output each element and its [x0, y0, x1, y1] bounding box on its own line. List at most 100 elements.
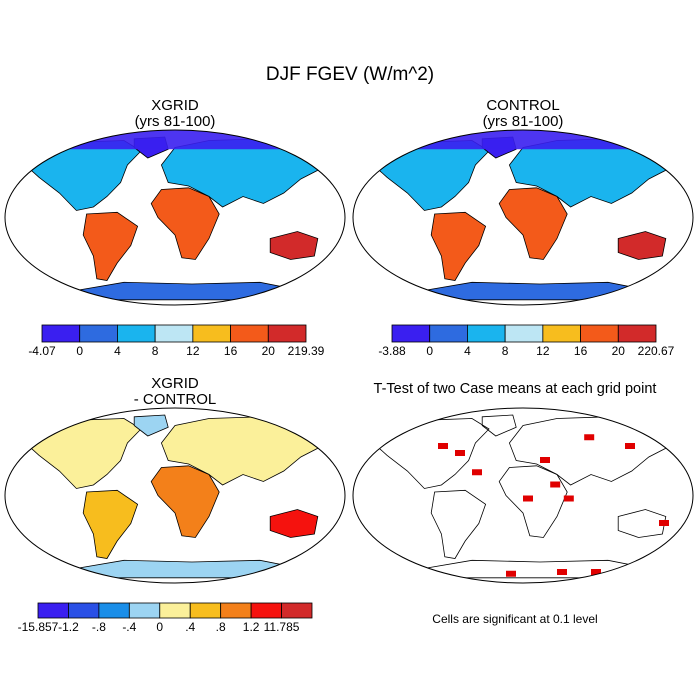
continent-north-america: [24, 140, 142, 211]
colorbar-swatch: [250, 602, 282, 619]
map-boundary: [352, 129, 694, 306]
map-boundary: [4, 129, 346, 306]
colorbar-swatch: [429, 324, 468, 343]
map-panel-1: [4, 129, 346, 306]
map-panel-3: [4, 407, 346, 584]
continent-europe-asia: [508, 416, 684, 486]
continent-europe-asia: [160, 416, 336, 486]
significant-cell: [659, 520, 669, 526]
arctic-band: [5, 130, 345, 150]
colorbar-label: .8: [216, 620, 226, 634]
continent-south-america: [82, 211, 139, 281]
colorbar-swatch: [220, 602, 252, 619]
continent-africa: [150, 465, 220, 538]
colorbar-swatch: [617, 324, 657, 343]
continent-australia: [617, 231, 667, 260]
continent-south-america: [430, 211, 487, 281]
colorbar-swatch: [391, 324, 431, 343]
colorbar-label: 20: [262, 344, 276, 358]
colorbar-label: -15.857: [18, 620, 59, 634]
arctic-band: [353, 130, 693, 150]
continent-north-america: [372, 418, 490, 489]
colorbar-label: 8: [152, 344, 159, 358]
colorbar-label: 4: [114, 344, 121, 358]
colorbar-label: 4: [464, 344, 471, 358]
colorbar-2: -3.88 0 4 8 12 16 20 220.67: [378, 324, 675, 358]
colorbar-swatch: [159, 602, 191, 619]
continent-africa: [498, 465, 568, 538]
continent-antarctica: [420, 281, 653, 301]
colorbar-swatch: [580, 324, 619, 343]
colorbar-swatch: [98, 602, 130, 619]
significance-note: Cells are significant at 0.1 level: [432, 612, 598, 626]
colorbar-swatch: [117, 324, 156, 343]
significant-cell: [625, 443, 635, 449]
continent-australia: [269, 231, 319, 260]
colorbar-label: 220.67: [638, 344, 675, 358]
colorbar-label: 8: [502, 344, 509, 358]
colorbar-label: 0: [426, 344, 433, 358]
colorbar-swatch: [189, 602, 222, 619]
colorbar-label: 12: [536, 344, 550, 358]
figure-title: DJF FGEV (W/m^2): [265, 64, 435, 85]
colorbar-label: 16: [574, 344, 588, 358]
colorbar-1: -4.07 0 4 8 12 16 20 219.39: [28, 324, 325, 358]
colorbar-label: 219.39: [288, 344, 325, 358]
continent-australia: [269, 509, 319, 538]
colorbar-swatch: [542, 324, 581, 343]
continent-antarctica: [72, 281, 305, 301]
panel-xgrid-title-line1: XGRID: [151, 97, 199, 114]
panel-xgrid-title-line2: (yrs 81-100): [134, 113, 216, 130]
significant-cell: [506, 570, 516, 577]
colorbar-label: 1.2: [243, 620, 260, 634]
map-boundary: [352, 407, 694, 584]
colorbar-label: -.8: [92, 620, 106, 634]
significant-cell: [523, 495, 533, 502]
continent-south-america: [430, 489, 487, 559]
map-panel-4: [352, 407, 694, 584]
panel-control-title-line1: CONTROL: [486, 97, 560, 114]
map-panel-2: [352, 129, 694, 306]
significant-cell: [563, 495, 574, 502]
colorbar-label: .4: [185, 620, 195, 634]
significant-cell: [591, 569, 601, 575]
colorbar-label: 11.785: [264, 620, 300, 634]
continent-south-america: [82, 489, 139, 559]
colorbar-swatch: [37, 602, 69, 619]
significant-cell: [438, 443, 448, 449]
colorbar-label: -.4: [122, 620, 136, 634]
panel-diff-title-line2: - CONTROL: [133, 391, 217, 408]
map-boundary: [4, 407, 346, 584]
panel-control-title: CONTROL (yrs 81-100): [378, 98, 668, 130]
continent-north-america: [372, 140, 490, 211]
colorbar-swatch: [281, 602, 313, 619]
colorbar-swatch: [154, 324, 194, 343]
colorbar-swatch: [267, 324, 307, 343]
colorbar-label: 16: [224, 344, 238, 358]
colorbar-swatch: [41, 324, 81, 343]
significant-cell: [455, 450, 465, 456]
continent-australia: [617, 509, 667, 538]
colorbar-label: -4.07: [28, 344, 56, 358]
significant-cell: [540, 457, 550, 463]
continent-north-america: [24, 418, 142, 489]
panel-diff-title: XGRID - CONTROL: [30, 376, 320, 408]
continent-africa: [498, 187, 568, 260]
colorbar-label: -3.88: [378, 344, 406, 358]
colorbar-swatch: [504, 324, 544, 343]
colorbar-3: -15.857 -1.2 -.8 -.4 0 .4 .8 1.2 11.785: [18, 602, 313, 634]
colorbar-swatch: [68, 602, 100, 619]
continent-antarctica: [420, 559, 653, 579]
colorbar-swatch: [192, 324, 231, 343]
panel-control-title-line2: (yrs 81-100): [482, 113, 564, 130]
colorbar-swatch: [230, 324, 269, 343]
colorbar-swatch: [128, 602, 161, 619]
panel-ttest-title: T-Test of two Case means at each grid po…: [373, 381, 657, 397]
significant-cell: [557, 569, 567, 575]
colorbar-label: 12: [186, 344, 200, 358]
continent-antarctica: [72, 559, 305, 579]
continent-greenland: [133, 414, 169, 437]
continent-greenland: [481, 414, 517, 437]
significant-cell: [472, 469, 482, 476]
significant-cell: [550, 481, 561, 488]
